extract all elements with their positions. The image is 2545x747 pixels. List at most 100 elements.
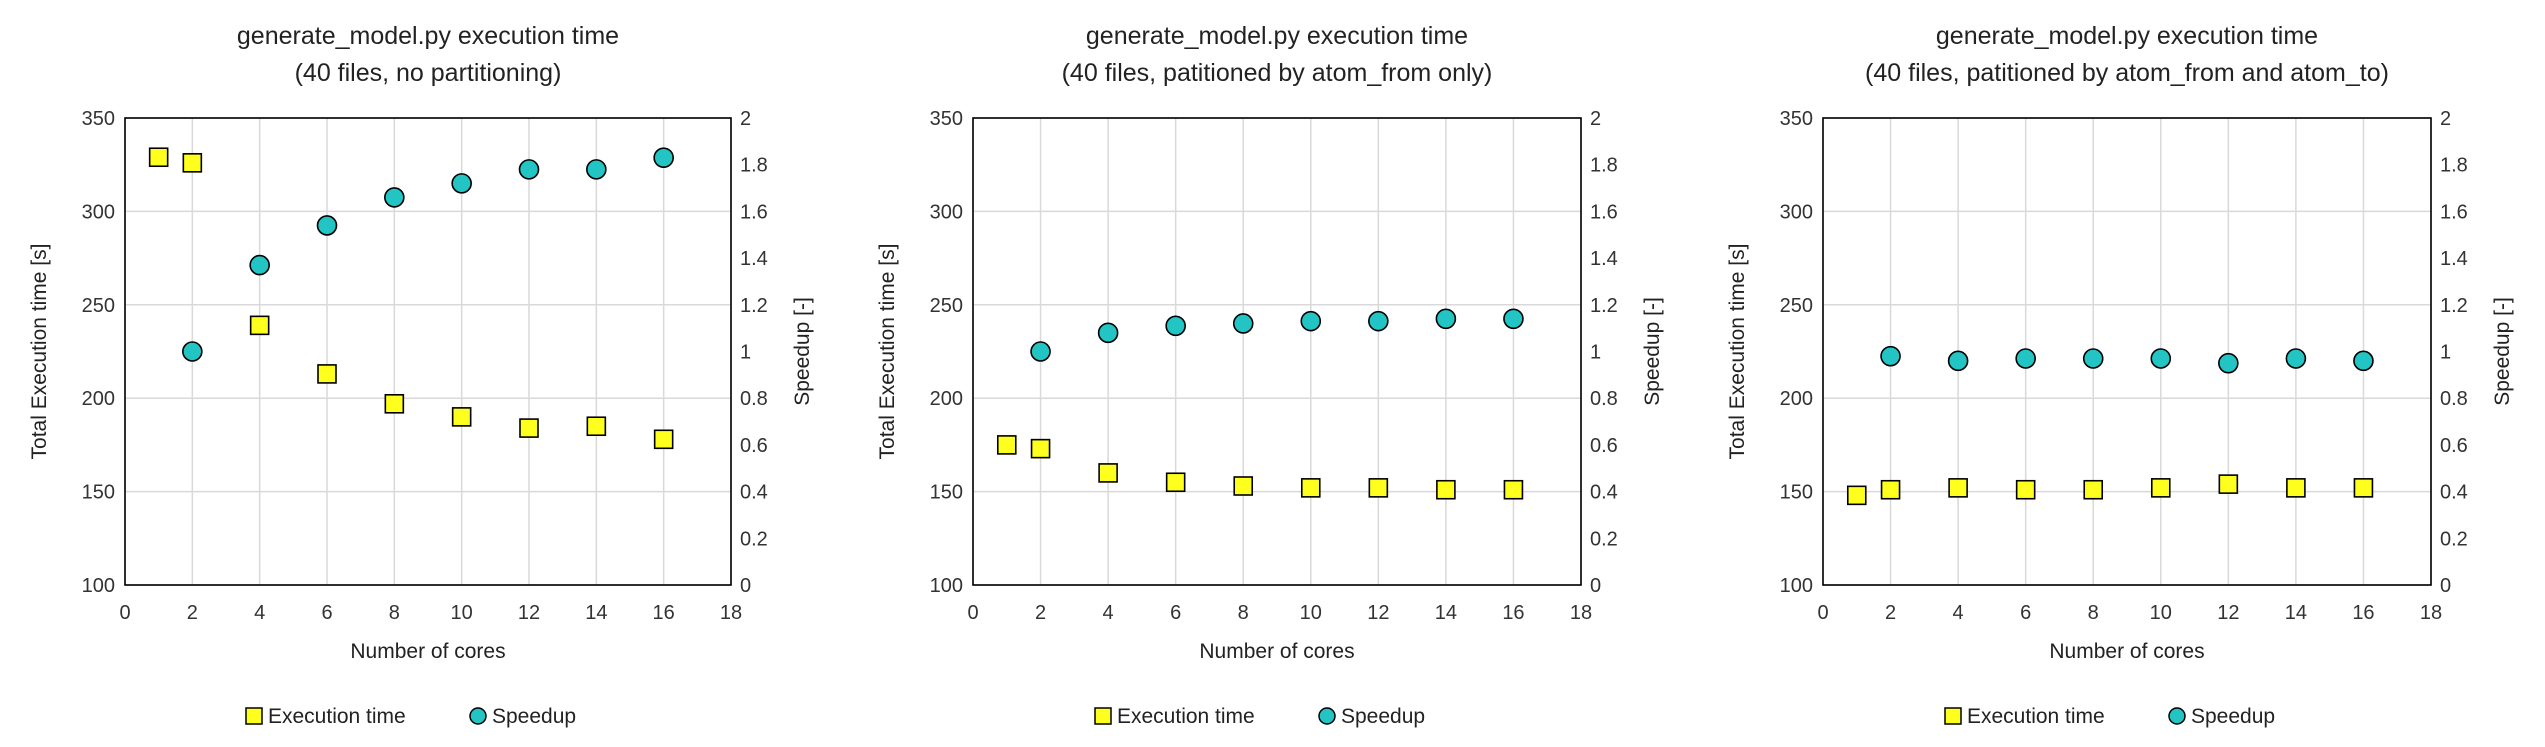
y2-tick-label: 0.8 <box>1590 388 1618 410</box>
execution-time-point <box>451 407 472 427</box>
y2-tick-label: 1.8 <box>740 155 768 177</box>
x-tick-label: 16 <box>653 602 675 624</box>
y2-axis-label: Speedup [-] <box>791 297 814 406</box>
speedup-point <box>1097 322 1119 344</box>
speedup-point <box>1947 350 1969 372</box>
x-tick-label: 8 <box>2088 602 2099 624</box>
y2-tick-label: 0.4 <box>2440 482 2468 504</box>
series-speedup <box>182 147 674 362</box>
speedup-point <box>1503 308 1524 330</box>
y2-tick-label: 0.6 <box>2440 435 2468 457</box>
speedup-point <box>1300 310 1322 332</box>
y2-tick-label: 1.4 <box>2440 248 2468 270</box>
speedup-point <box>2082 348 2104 369</box>
y2-tick-label: 1.2 <box>1590 295 1618 317</box>
legend-label-execution: Execution time <box>1967 705 2105 728</box>
execution-time-point <box>2353 478 2374 498</box>
y2-tick-label: 1.4 <box>740 248 768 270</box>
execution-time-point <box>996 435 1017 455</box>
speedup-point <box>1880 345 1901 367</box>
y2-tick-label: 0.6 <box>740 435 768 457</box>
execution-time-point <box>1503 479 1524 500</box>
y-tick-label: 300 <box>930 201 963 223</box>
y-tick-label: 200 <box>930 388 963 410</box>
execution-time-point <box>1165 472 1186 493</box>
x-tick-label: 6 <box>321 602 332 624</box>
execution-time-point <box>148 147 169 168</box>
legend-label-speedup: Speedup <box>2191 705 2275 728</box>
speedup-point <box>586 159 607 180</box>
legend-square-icon <box>1094 707 1112 725</box>
y-tick-label: 100 <box>930 575 963 597</box>
y2-tick-label: 1.2 <box>2440 295 2468 317</box>
chart-panel-3: generate_model.py execution time (40 file… <box>1726 22 2514 728</box>
y2-tick-label: 2 <box>740 108 751 130</box>
series-speedup <box>1030 308 1524 362</box>
x-tick-label: 18 <box>720 602 742 624</box>
y-tick-label: 100 <box>82 575 115 597</box>
execution-time-point <box>1880 479 1901 500</box>
execution-time-point <box>2150 478 2171 498</box>
x-tick-label: 12 <box>2217 602 2239 624</box>
y2-tick-label: 0.8 <box>2440 388 2468 410</box>
x-tick-label: 10 <box>1300 602 1322 624</box>
legend-label-execution: Execution time <box>268 705 406 728</box>
chart-title: generate_model.py execution time <box>1936 22 2318 50</box>
legend: Execution time Speedup <box>1094 705 1425 728</box>
y2-tick-label: 2 <box>1590 108 1601 130</box>
speedup-point <box>182 341 203 362</box>
legend-label-speedup: Speedup <box>492 705 576 728</box>
x-tick-label: 16 <box>2352 602 2374 624</box>
execution-time-point <box>653 429 674 450</box>
legend-circle-icon <box>1318 707 1336 725</box>
x-tick-label: 12 <box>518 602 540 624</box>
y-tick-label: 250 <box>1780 295 1813 317</box>
y2-axis-label: Speedup [-] <box>2491 297 2514 406</box>
y-tick-label: 150 <box>930 482 963 504</box>
speedup-point <box>249 254 270 276</box>
execution-time-point <box>1030 438 1051 459</box>
y2-tick-label: 2 <box>2440 108 2451 130</box>
y-axis-label: Total Execution time [s] <box>876 244 899 460</box>
y-tick-label: 150 <box>1780 482 1813 504</box>
speedup-point <box>2015 348 2036 369</box>
y2-tick-label: 0.2 <box>740 528 768 550</box>
legend: Execution time Speedup <box>245 705 576 728</box>
y-tick-label: 250 <box>930 295 963 317</box>
x-tick-label: 16 <box>1502 602 1524 624</box>
execution-time-point <box>317 364 337 384</box>
speedup-point <box>2218 352 2239 374</box>
x-tick-label: 4 <box>1103 602 1114 624</box>
execution-time-point <box>1948 478 1968 498</box>
speedup-point <box>2285 348 2307 369</box>
execution-time-point <box>519 418 539 438</box>
legend-label-execution: Execution time <box>1117 705 1255 728</box>
speedup-point <box>1368 310 1389 332</box>
series-execution-time <box>1846 474 2374 506</box>
y2-tick-label: 1.4 <box>1590 248 1618 270</box>
legend-square-icon <box>1944 707 1962 725</box>
execution-time-point <box>586 416 607 437</box>
y-tick-label: 150 <box>82 482 115 504</box>
legend: Execution time Speedup <box>1944 705 2275 728</box>
y-tick-label: 100 <box>1780 575 1813 597</box>
x-tick-label: 6 <box>2020 602 2031 624</box>
execution-time-point <box>1300 478 1321 498</box>
y2-tick-label: 0.4 <box>1590 482 1618 504</box>
execution-time-point <box>1368 478 1389 498</box>
y2-tick-label: 0.6 <box>1590 435 1618 457</box>
chart-title: generate_model.py execution time <box>1086 22 1468 50</box>
y2-tick-label: 1.6 <box>1590 201 1618 223</box>
legend-circle-icon <box>469 707 487 725</box>
chart-title: generate_model.py execution time <box>237 22 619 50</box>
y-tick-label: 350 <box>930 108 963 130</box>
x-tick-label: 0 <box>967 602 978 624</box>
plot-area-frame <box>972 117 1582 586</box>
speedup-point <box>384 187 405 208</box>
x-axis-label: Number of cores <box>1199 640 1354 663</box>
x-tick-label: 8 <box>1238 602 1249 624</box>
y2-tick-label: 1 <box>2440 342 2451 364</box>
x-tick-label: 14 <box>585 602 607 624</box>
x-tick-label: 8 <box>389 602 400 624</box>
execution-time-point <box>249 315 270 336</box>
